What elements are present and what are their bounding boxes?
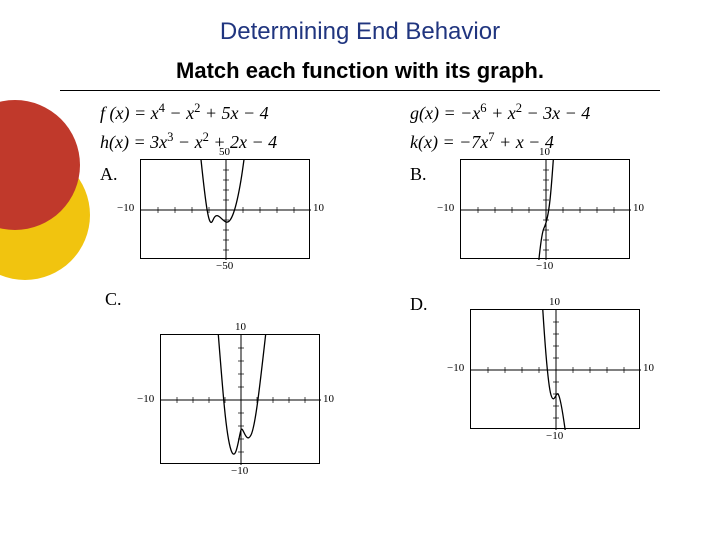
graph-area: A. 50 −50 −10 10 B.	[100, 159, 680, 499]
label-b: B.	[410, 164, 427, 185]
slide-content: Determining End Behavior Match each func…	[0, 0, 720, 540]
graph-b-right: 10	[633, 202, 644, 214]
graph-c-left: −10	[137, 393, 154, 405]
graph-c: 10 −10 −10 10	[160, 334, 320, 464]
equation-g: g(x) = −x6 + x2 − 3x − 4	[410, 101, 680, 124]
equation-f: f (x) = x4 − x2 + 5x − 4	[100, 101, 370, 124]
label-c: C.	[105, 289, 122, 310]
equation-row-1: f (x) = x4 − x2 + 5x − 4 g(x) = −x6 + x2…	[100, 101, 680, 124]
page-subtitle: Match each function with its graph.	[40, 58, 680, 84]
graph-c-bot: −10	[231, 465, 248, 477]
graph-a-top: 50	[219, 146, 230, 158]
graph-d: 10 −10 −10 10	[470, 309, 640, 429]
graph-b-svg	[461, 160, 631, 260]
graph-c-right: 10	[323, 393, 334, 405]
eq-f-text: f (x) = x4 − x2 + 5x − 4	[100, 103, 269, 123]
equation-h: h(x) = 3x3 − x2 + 2x − 4	[100, 130, 370, 153]
eq-h-text: h(x) = 3x3 − x2 + 2x − 4	[100, 132, 277, 152]
graph-a: 50 −50 −10 10	[140, 159, 310, 259]
graph-b-top: 10	[539, 146, 550, 158]
label-a: A.	[100, 164, 118, 185]
eq-k-text: k(x) = −7x7 + x − 4	[410, 132, 554, 152]
graph-d-svg	[471, 310, 641, 430]
graph-a-right: 10	[313, 202, 324, 214]
graph-c-svg	[161, 335, 321, 465]
graph-a-bot: −50	[216, 260, 233, 272]
label-d: D.	[410, 294, 428, 315]
graph-c-top: 10	[235, 321, 246, 333]
page-title: Determining End Behavior	[40, 18, 680, 46]
graph-a-svg	[141, 160, 311, 260]
graph-a-left: −10	[117, 202, 134, 214]
graph-d-top: 10	[549, 296, 560, 308]
equation-row-2: h(x) = 3x3 − x2 + 2x − 4 k(x) = −7x7 + x…	[100, 130, 680, 153]
graph-d-left: −10	[447, 362, 464, 374]
divider	[60, 90, 660, 91]
graph-b-bot: −10	[536, 260, 553, 272]
graph-b-left: −10	[437, 202, 454, 214]
graph-d-right: 10	[643, 362, 654, 374]
graph-d-bot: −10	[546, 430, 563, 442]
graph-b: 10 −10 −10 10	[460, 159, 630, 259]
eq-g-text: g(x) = −x6 + x2 − 3x − 4	[410, 103, 590, 123]
